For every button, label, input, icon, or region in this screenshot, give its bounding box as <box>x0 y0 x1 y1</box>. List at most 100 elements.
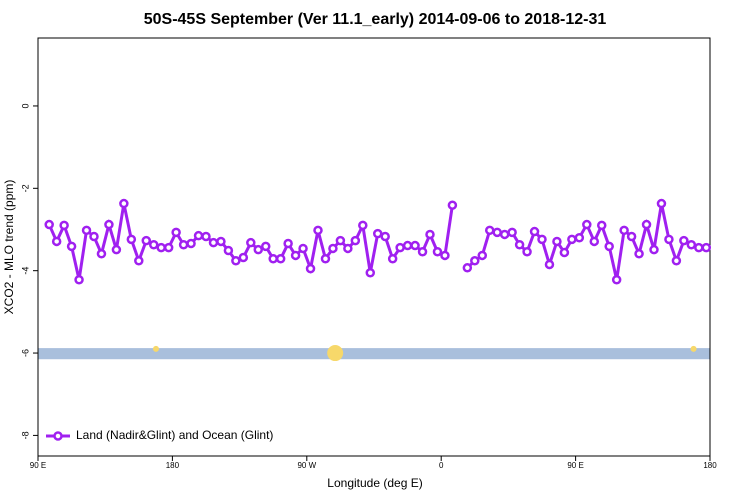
data-point <box>246 237 256 248</box>
x-tick-label: 90 E <box>567 461 583 470</box>
y-tick-label: -4 <box>20 267 30 275</box>
data-point <box>417 246 428 257</box>
data-point <box>462 263 473 273</box>
data-point <box>290 250 301 261</box>
data-point <box>589 236 600 247</box>
data-point <box>320 253 331 264</box>
legend-marker <box>53 431 63 441</box>
x-tick-label: 90 W <box>297 461 316 470</box>
data-point <box>582 219 592 230</box>
data-point <box>44 219 54 230</box>
data-point <box>253 244 264 255</box>
data-point <box>111 244 122 255</box>
data-point <box>335 235 346 246</box>
data-point <box>470 256 480 266</box>
highlight-point <box>327 345 344 362</box>
data-point <box>298 243 308 254</box>
y-tick-label: -2 <box>20 184 30 192</box>
data-point <box>395 242 405 253</box>
data-point <box>171 227 181 238</box>
data-point <box>559 247 570 258</box>
x-tick-label: 180 <box>703 461 717 470</box>
data-point <box>126 234 137 245</box>
data-point <box>178 239 189 250</box>
data-point <box>81 225 92 236</box>
data-point <box>283 238 293 249</box>
data-point <box>492 227 502 238</box>
data-point <box>619 225 629 236</box>
data-point <box>387 253 398 264</box>
data-point <box>104 219 114 230</box>
data-point <box>634 249 644 259</box>
data-point <box>656 198 667 209</box>
data-point <box>216 236 226 247</box>
y-tick-label: -6 <box>20 349 30 357</box>
data-point <box>313 225 323 236</box>
data-point <box>694 242 704 253</box>
data-point <box>649 244 659 255</box>
x-tick-label: 0 <box>439 461 444 470</box>
data-point <box>574 232 585 243</box>
data-point <box>440 250 450 261</box>
data-point <box>208 237 219 248</box>
highlight-point <box>690 345 697 352</box>
data-point <box>201 231 211 242</box>
data-point <box>596 220 607 231</box>
data-point <box>447 200 458 210</box>
chart-title: 50S-45S September (Ver 11.1_early) 2014-… <box>144 11 607 28</box>
data-point <box>544 259 555 270</box>
data-point <box>141 235 152 246</box>
data-point <box>96 249 107 259</box>
x-tick-label: 180 <box>166 461 180 470</box>
legend-label: Land (Nadir&Glint) and Ocean (Glint) <box>76 428 273 442</box>
data-point <box>567 234 577 245</box>
data-point <box>119 198 129 209</box>
data-point <box>686 239 697 250</box>
data-point <box>380 231 390 242</box>
data-point <box>268 253 278 264</box>
data-point <box>552 236 562 247</box>
data-point <box>275 253 286 264</box>
data-point <box>529 226 540 237</box>
data-point <box>484 225 495 236</box>
data-point <box>402 240 413 251</box>
data-point <box>358 220 368 231</box>
data-point <box>148 239 159 250</box>
y-tick-label: 0 <box>20 103 30 108</box>
data-point <box>193 230 204 241</box>
data-point <box>156 242 166 253</box>
data-point <box>74 274 84 285</box>
data-point <box>432 246 443 257</box>
data-point <box>365 267 376 278</box>
data-point <box>350 235 361 246</box>
x-tick-label: 90 E <box>30 461 46 470</box>
data-point <box>507 227 517 238</box>
data-point <box>664 234 674 245</box>
data-point <box>671 256 682 266</box>
data-point <box>679 235 689 246</box>
data-point <box>372 228 383 239</box>
data-point <box>499 229 510 240</box>
y-axis-label: XCO2 - MLO trend (ppm) <box>2 180 16 315</box>
data-point <box>425 229 435 240</box>
data-point <box>522 246 532 257</box>
data-point <box>611 274 622 285</box>
data-point <box>701 242 712 253</box>
data-point <box>477 250 488 261</box>
data-point <box>134 256 144 266</box>
band <box>38 348 710 360</box>
y-tick-label: -8 <box>20 431 30 439</box>
data-point <box>59 220 69 231</box>
data-point <box>238 252 249 263</box>
data-point <box>328 243 338 254</box>
x-axis-label: Longitude (deg E) <box>327 476 422 490</box>
data-point <box>186 238 196 249</box>
data-point <box>51 236 62 247</box>
data-point <box>343 243 353 254</box>
data-point <box>641 219 652 230</box>
data-point <box>305 263 316 274</box>
data-point <box>163 242 174 253</box>
data-point <box>537 234 547 245</box>
data-point <box>604 241 614 252</box>
